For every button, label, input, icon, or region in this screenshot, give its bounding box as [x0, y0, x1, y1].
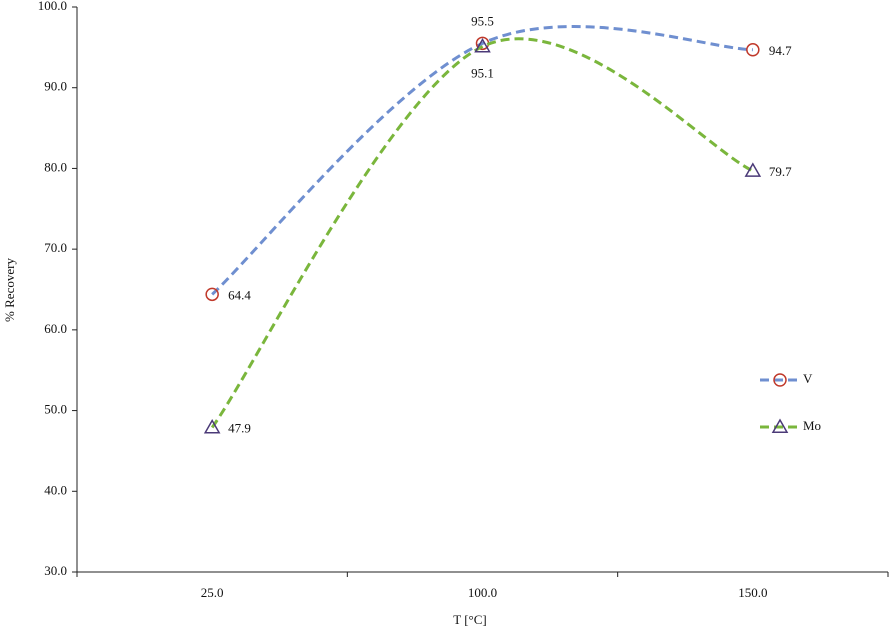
y-tick-label: 80.0: [44, 159, 67, 174]
y-tick-label: 60.0: [44, 321, 67, 336]
data-point: [203, 419, 221, 434]
x-tick-label: 150.0: [738, 585, 767, 600]
y-tick-label: 30.0: [44, 563, 67, 578]
data-label: 79.7: [769, 164, 792, 179]
y-tick-label: 100.0: [38, 0, 67, 13]
legend-marker: [771, 418, 789, 433]
y-tick-label: 50.0: [44, 402, 67, 417]
data-label: 95.5: [471, 13, 494, 28]
data-point: [474, 38, 491, 53]
data-label: 95.1: [471, 66, 494, 81]
legend-label: Mo: [803, 418, 821, 433]
data-label: 64.4: [228, 287, 251, 302]
data-point: [205, 287, 219, 302]
legend-marker: [773, 373, 787, 387]
series-line: [210, 37, 754, 429]
y-axis-title: % Recovery: [2, 258, 17, 322]
legend-label: V: [803, 371, 813, 386]
data-label: 94.7: [769, 43, 792, 58]
data-point: [746, 43, 760, 57]
x-axis-title: T [°C]: [453, 612, 486, 627]
y-tick-label: 40.0: [44, 482, 67, 497]
y-tick-label: 90.0: [44, 79, 67, 94]
x-tick-label: 25.0: [201, 585, 224, 600]
y-tick-label: 70.0: [44, 240, 67, 255]
data-point: [744, 162, 762, 177]
series-line: [211, 25, 753, 296]
x-tick-label: 100.0: [468, 585, 497, 600]
data-label: 47.9: [228, 421, 251, 436]
